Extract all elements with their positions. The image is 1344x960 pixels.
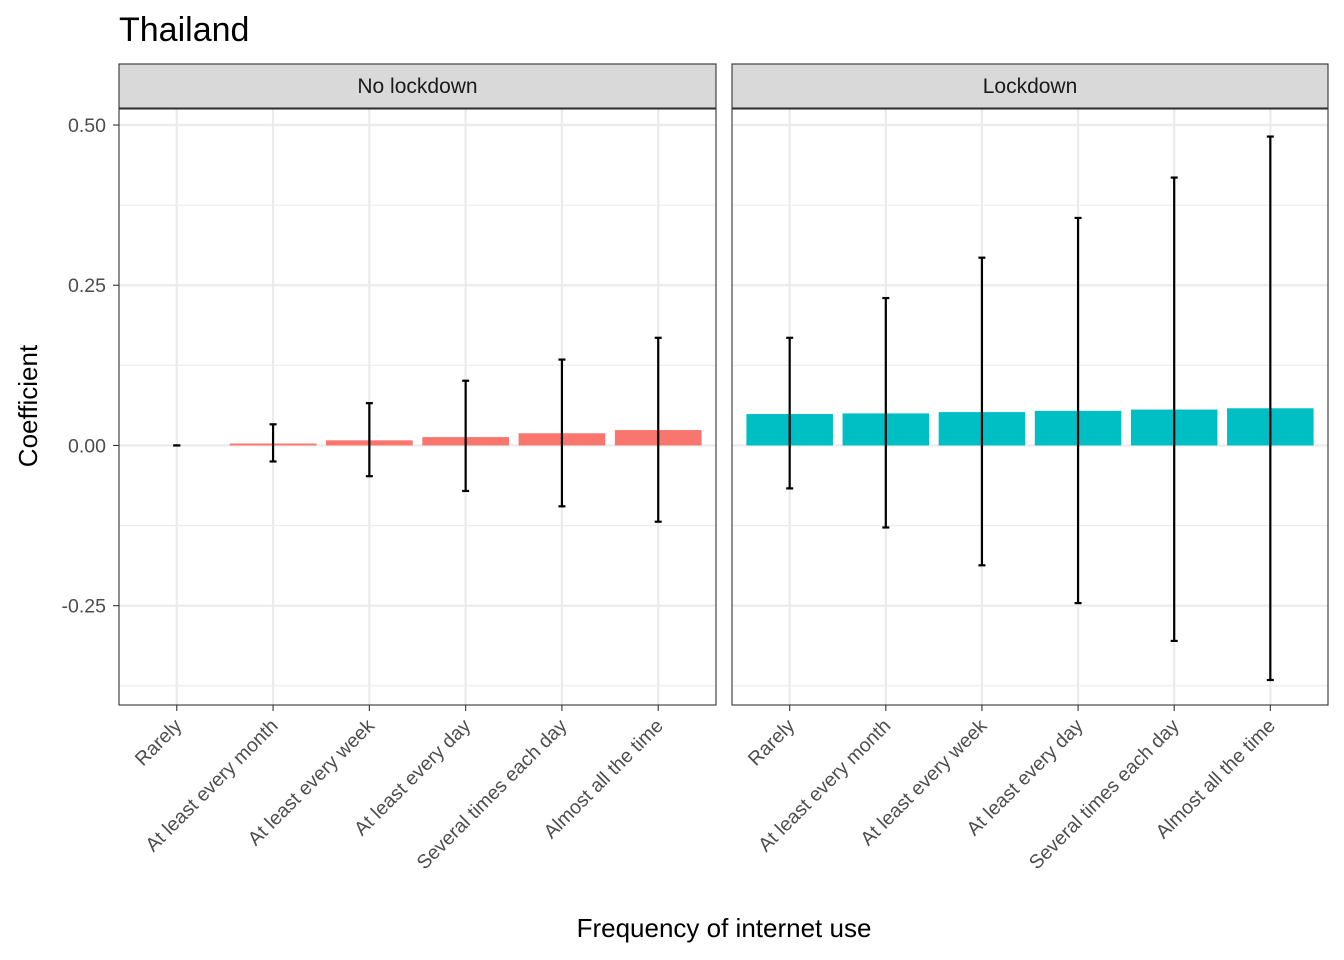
y-tick-label: -0.25 (62, 596, 107, 618)
y-tick-label: 0.50 (68, 115, 106, 137)
chart-title: Thailand (119, 11, 249, 49)
x-axis-title: Frequency of internet use (577, 913, 872, 943)
y-tick-label: 0.00 (68, 435, 106, 457)
facet-strip-label: No lockdown (357, 75, 477, 98)
panel-border (118, 108, 717, 706)
facet-strip-label: Lockdown (983, 75, 1078, 98)
x-tick-label: Rarely (744, 715, 800, 771)
x-tick-label: Rarely (131, 715, 187, 771)
y-tick-label: 0.25 (68, 275, 106, 297)
y-axis-title: Coefficient (13, 344, 43, 467)
facet-strip (118, 63, 717, 109)
panel-border (731, 108, 1329, 706)
facet-strip (731, 63, 1329, 109)
